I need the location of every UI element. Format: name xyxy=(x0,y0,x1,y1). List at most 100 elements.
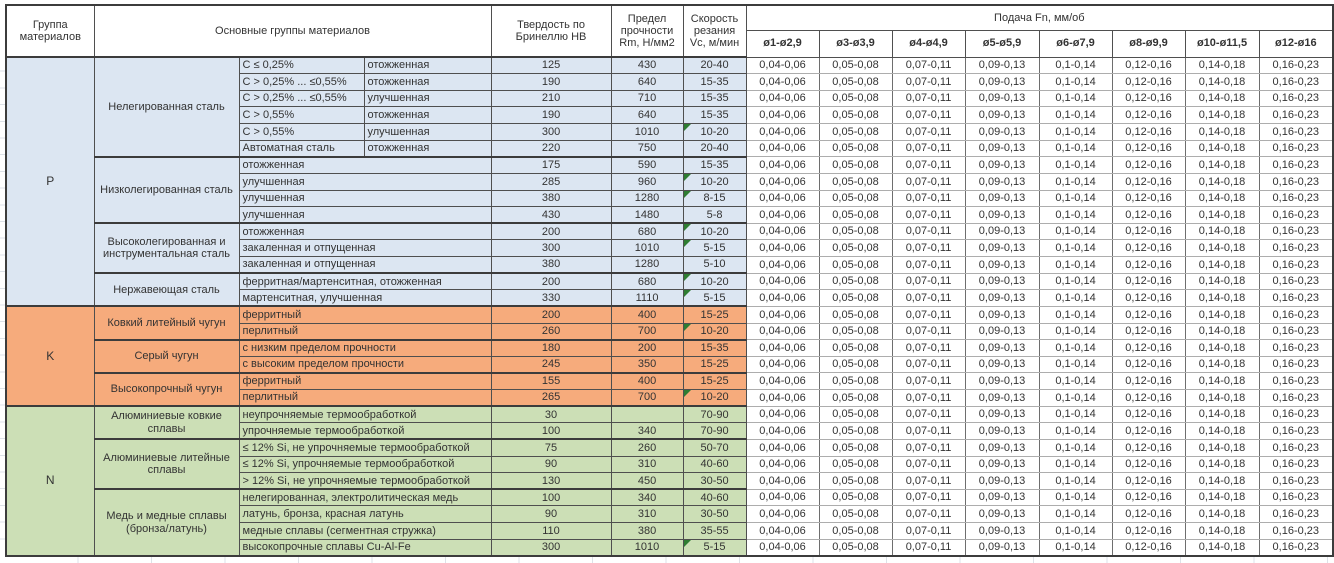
cell-hardness: 30 xyxy=(490,405,612,424)
cell-feed: 0,09-0,13 xyxy=(964,339,1040,357)
cell-feed: 0,09-0,13 xyxy=(964,139,1040,158)
cell-speed: 10-20 xyxy=(682,123,747,141)
cell-feed: 0,04-0,06 xyxy=(745,123,820,141)
cell-hardness: 175 xyxy=(490,155,612,174)
cell-feed: 0,05-0,08 xyxy=(818,256,893,274)
cell-feed: 0,05-0,08 xyxy=(818,455,893,474)
note-marker-icon xyxy=(684,540,691,547)
cell-description: улучшенная xyxy=(238,189,492,208)
cell-feed: 0,09-0,13 xyxy=(964,405,1040,424)
cell-description: с низким пределом прочности xyxy=(238,338,492,357)
cell-feed: 0,12-0,16 xyxy=(1111,272,1186,291)
cell-feed: 0,04-0,06 xyxy=(745,172,820,191)
table-row: Медь и медные сплавы (бронза/латунь) неле… xyxy=(6,488,1334,557)
cell-feed: 0,04-0,06 xyxy=(745,505,820,523)
cell-feed: 0,04-0,06 xyxy=(745,56,820,75)
table-row: > 12% Si, не упрочняемые термообработкой… xyxy=(6,472,1334,490)
cell-feed: 0,16-0,23 xyxy=(1258,422,1334,440)
table-row: C > 0,25% ... ≤0,55% улучшенная 210 710 15-3… xyxy=(6,89,1334,108)
cell-description: C > 0,25% ... ≤0,55% xyxy=(238,89,365,108)
table-row: с высоким пределом прочности 245 350 15-25 0… xyxy=(6,355,1334,374)
cell-speed: 15-35 xyxy=(682,338,747,357)
cell-feed: 0,05-0,08 xyxy=(818,189,893,208)
cell-feed: 0,14-0,18 xyxy=(1184,389,1260,407)
cell-description: Автоматная сталь xyxy=(238,139,365,158)
cell-feed: 0,04-0,06 xyxy=(745,455,820,474)
cell-feed: 0,14-0,18 xyxy=(1184,56,1260,75)
table-row: N Алюминиевые ковкие сплавы неупрочняемые … xyxy=(5,405,1334,557)
note-marker-icon xyxy=(684,323,691,331)
cell-feed: 0,07-0,11 xyxy=(891,289,966,307)
cell-feed: 0,1-0,14 xyxy=(1038,355,1113,374)
cell-feed: 0,07-0,11 xyxy=(891,438,966,457)
cell-feed: 0,14-0,18 xyxy=(1184,189,1260,208)
cell-feed: 0,16-0,23 xyxy=(1258,139,1334,158)
table-row: закаленная и отпущенная 380 1280 5-10 0,04-0… xyxy=(6,256,1334,274)
cell-hardness: 300 xyxy=(490,239,612,257)
cell-feed: 0,12-0,16 xyxy=(1111,106,1186,124)
cell-feed: 0,05-0,08 xyxy=(818,73,893,91)
cell-hardness: 245 xyxy=(490,355,612,374)
table-row: высокопрочные сплавы Cu-Al-Fe 300 1010 5-15… xyxy=(6,538,1334,557)
cell-feed: 0,07-0,11 xyxy=(891,372,966,390)
cell-feed: 0,09-0,13 xyxy=(964,472,1040,490)
cell-feed: 0,14-0,18 xyxy=(1184,339,1260,357)
cell-description: ферритный xyxy=(238,305,492,324)
feed-diameter-row: ø1-ø2,9 ø3-ø3,9 ø4-ø4,9 ø5-ø5,9 ø6-ø7,9 … xyxy=(6,29,1334,58)
cell-feed: 0,1-0,14 xyxy=(1038,389,1113,407)
cell-feed: 0,12-0,16 xyxy=(1111,73,1186,91)
cell-subgroup: Высоколегированная и инструментальная ст… xyxy=(93,222,240,274)
cell-speed: 10-20 xyxy=(682,389,747,407)
header-feed-col: ø8-ø9,9 xyxy=(1111,29,1186,58)
cell-feed: 0,14-0,18 xyxy=(1184,322,1260,341)
cell-group-letter: N xyxy=(5,405,95,557)
cell-strength: 710 xyxy=(610,89,684,108)
cell-speed: 15-35 xyxy=(682,106,747,124)
cell-strength: 350 xyxy=(610,355,684,374)
table-row: Нержавеющая сталь ферритная/мартенситная,… xyxy=(6,272,1334,307)
table-row: ≤ 12% Si, упрочняемые термообработкой 90 3… xyxy=(6,455,1334,474)
cell-speed: 15-35 xyxy=(682,155,747,174)
cell-speed: 35-55 xyxy=(682,522,747,540)
cell-feed: 0,07-0,11 xyxy=(891,239,966,257)
cell-subgroup: Высокопрочный чугун xyxy=(93,371,240,407)
header-main-groups: Основные группы материалов xyxy=(93,4,492,58)
cell-feed: 0,05-0,08 xyxy=(818,322,893,341)
cell-strength: 680 xyxy=(610,272,684,291)
cell-feed: 0,14-0,18 xyxy=(1184,289,1260,307)
cell-feed: 0,1-0,14 xyxy=(1038,422,1113,440)
cell-feed: 0,12-0,16 xyxy=(1111,89,1186,108)
cell-feed: 0,1-0,14 xyxy=(1038,505,1113,523)
cell-speed: 40-60 xyxy=(682,488,747,507)
cell-strength: 680 xyxy=(610,222,684,241)
cell-hardness: 260 xyxy=(490,322,612,341)
cell-feed: 0,09-0,13 xyxy=(964,89,1040,108)
table-row: K Ковкий литейный чугун ферритный 200 400 15-… xyxy=(5,305,1334,407)
header-strength: Предел прочности Rm, Н/мм2 xyxy=(610,4,684,58)
cell-feed: 0,09-0,13 xyxy=(964,455,1040,474)
cell-feed: 0,14-0,18 xyxy=(1184,405,1260,424)
table-row: C > 0,55% улучшенная 300 1010 10-20 0,04-0,06… xyxy=(6,123,1334,141)
cell-speed: 10-20 xyxy=(682,222,747,241)
header-feed-col: ø4-ø4,9 xyxy=(891,29,966,58)
cell-strength: 1480 xyxy=(610,206,684,224)
cell-subgroup: Низколегированная сталь xyxy=(93,155,240,224)
cell-feed: 0,04-0,06 xyxy=(745,89,820,108)
cell-feed: 0,04-0,06 xyxy=(745,322,820,341)
cell-description: нелегированная, электролитическая медь xyxy=(238,488,492,507)
cell-feed: 0,07-0,11 xyxy=(891,355,966,374)
cell-feed: 0,16-0,23 xyxy=(1258,305,1334,324)
cell-condition: улучшенная xyxy=(363,89,492,108)
cell-feed: 0,05-0,08 xyxy=(818,106,893,124)
cell-feed: 0,14-0,18 xyxy=(1184,123,1260,141)
cell-feed: 0,09-0,13 xyxy=(964,73,1040,91)
sheet-gridlines-bottom xyxy=(5,556,1334,563)
cell-description: ≤ 12% Si, не упрочняемые термообработкой xyxy=(238,438,492,457)
cutting-data-table: Группа материалов Основные группы матери… xyxy=(5,4,1334,557)
cell-feed: 0,07-0,11 xyxy=(891,56,966,75)
table-row: улучшенная 380 1280 8-15 0,04-0,06 0,05-0,08 0… xyxy=(6,189,1334,208)
cell-feed: 0,1-0,14 xyxy=(1038,172,1113,191)
cell-strength: 400 xyxy=(610,371,684,390)
cell-feed: 0,16-0,23 xyxy=(1258,106,1334,124)
cell-feed: 0,04-0,06 xyxy=(745,405,820,424)
